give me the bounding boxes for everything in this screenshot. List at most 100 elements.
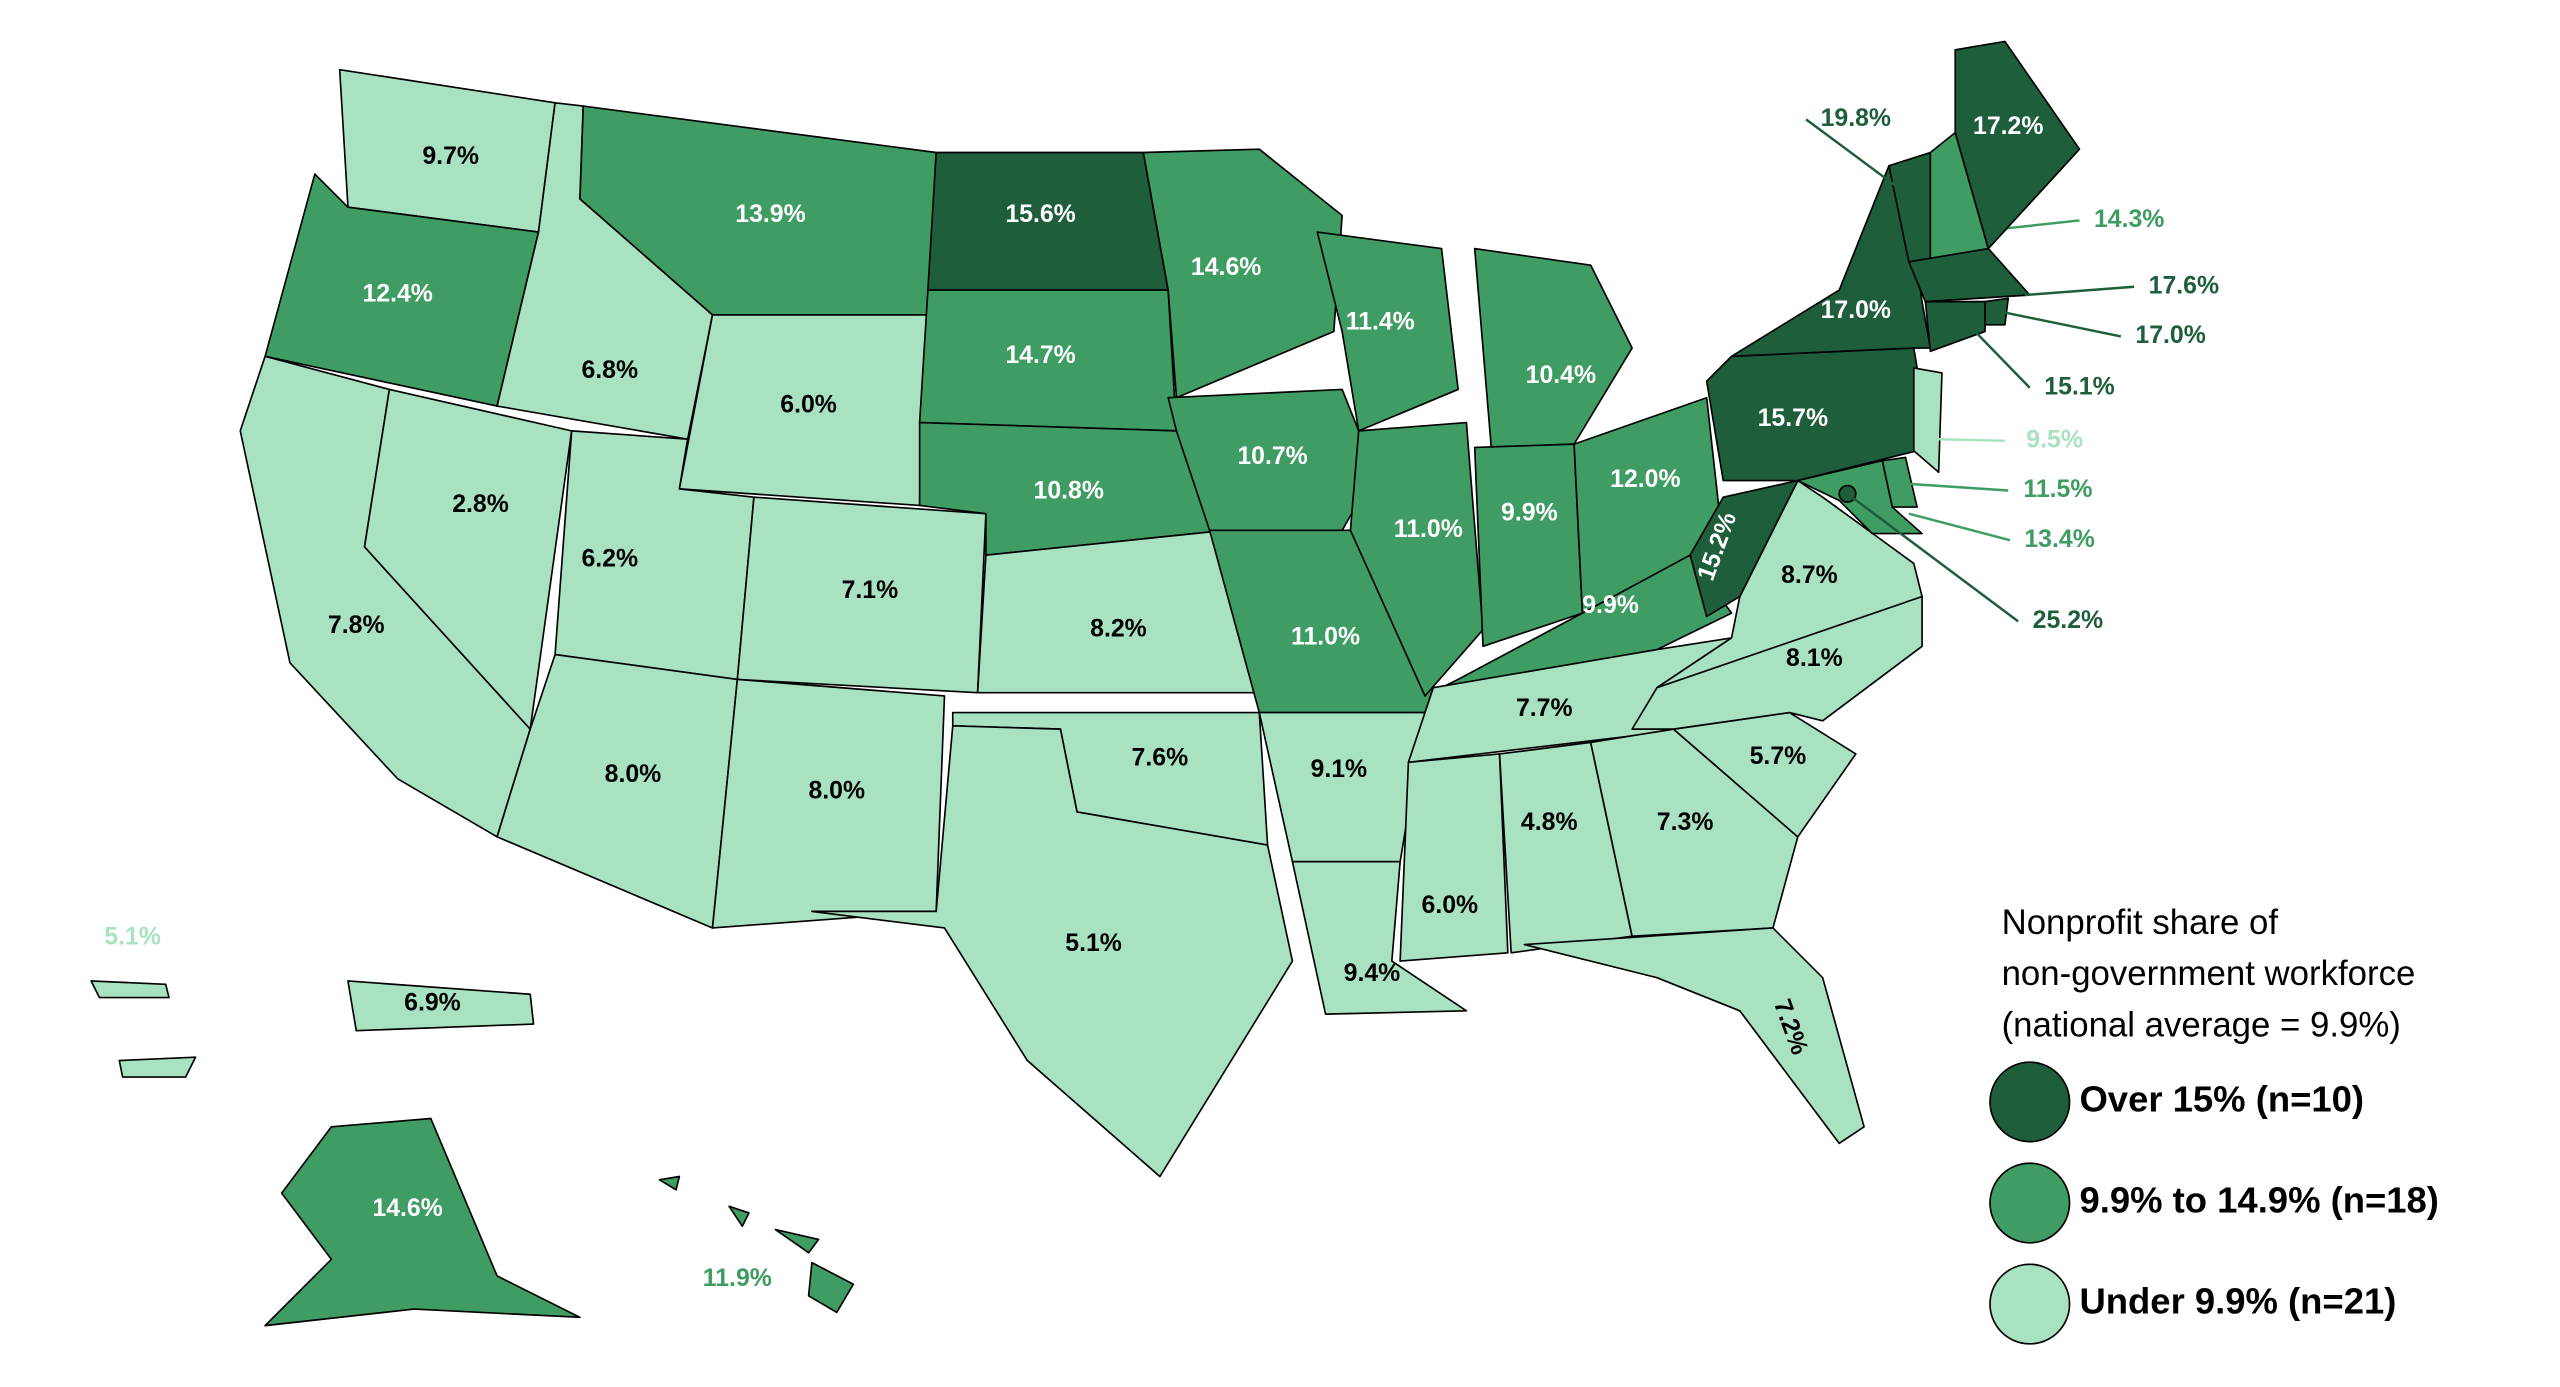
legend-swatch (1989, 1162, 2071, 1244)
state-label: 13.9% (735, 201, 805, 228)
state-label: 7.6% (1132, 745, 1189, 772)
state-label: 7.3% (1657, 809, 1714, 836)
state-label: 17.0% (2135, 322, 2205, 349)
legend-label: Under 9.9% (n=21) (2079, 1281, 2396, 1322)
state-label: 9.9% (1501, 499, 1558, 526)
state-label: 9.1% (1311, 756, 1368, 783)
callout-line (1999, 310, 2122, 338)
state-label: 2.8% (452, 491, 509, 518)
state-label: 8.2% (1090, 615, 1147, 642)
state-shape (496, 653, 739, 929)
legend-label: 9.9% to 14.9% (n=18) (2079, 1180, 2438, 1221)
state: 11.4% (1316, 231, 1459, 432)
state: 15.1% (1924, 300, 2115, 400)
state-label: 9.5% (2026, 426, 2083, 453)
callout-line (1935, 437, 2005, 443)
state-shape (1523, 927, 1865, 1145)
state-label: 15.6% (1005, 201, 1075, 228)
state: 8.0% (711, 678, 946, 929)
state-label: 6.9% (404, 990, 461, 1017)
state: 5.7% (1672, 711, 1857, 838)
state: 17.2% (1954, 40, 2081, 250)
state: 5.1% (90, 923, 197, 1078)
legend-label: Over 15% (n=10) (2079, 1079, 2364, 1120)
state-label: 9.9% (1582, 592, 1639, 619)
state: 12.4% (264, 173, 540, 407)
state-label: 14.6% (372, 1195, 442, 1222)
state-label: 12.0% (1610, 466, 1680, 493)
state: 6.9% (347, 980, 535, 1032)
state: 6.0% (678, 314, 929, 507)
state: 17.6% (1907, 247, 2219, 303)
state-shape (811, 724, 1294, 1178)
state-label: 8.0% (605, 761, 662, 788)
state-shape (264, 1117, 581, 1327)
state: 9.7% (338, 68, 556, 233)
state: 14.6% (264, 1117, 581, 1327)
state-shape (1473, 247, 1633, 449)
legend-title: Nonprofit share of (2002, 904, 2279, 942)
state-shape (1399, 753, 1509, 962)
state: 11.0% (1208, 529, 1443, 714)
state-shape (1349, 421, 1484, 697)
state: 8.7% (1656, 479, 1923, 689)
state-label: 14.3% (2094, 206, 2164, 233)
callout-line (1846, 492, 2019, 623)
state: 15.7% (1705, 347, 1932, 482)
state-label: 5.1% (104, 923, 161, 950)
state-shape (1656, 479, 1923, 689)
state-label: 6.8% (581, 357, 638, 384)
state-label: 25.2% (2033, 607, 2103, 634)
state-label: 17.6% (2149, 272, 2219, 299)
state-label: 7.7% (1516, 695, 1573, 722)
state: 15.6% (927, 151, 1169, 291)
state-label: 9.7% (422, 143, 479, 170)
state-shape (1924, 300, 1986, 353)
state-label: 19.8% (1821, 105, 1891, 132)
state-label: 17.2% (1973, 113, 2043, 140)
state-label: 13.4% (2024, 526, 2094, 553)
state: 11.9% (658, 1175, 855, 1314)
state-label: 10.7% (1237, 443, 1307, 470)
legend-title: (national average = 9.9%) (2002, 1007, 2401, 1045)
state-shape (807, 1261, 855, 1314)
legend-swatch (1989, 1061, 2071, 1143)
state-label: 9.4% (1344, 960, 1401, 987)
state-shape (1589, 728, 1799, 938)
state: 13.4% (1796, 459, 2095, 553)
state: 25.2% (1838, 484, 2103, 634)
state: 7.7% (1407, 637, 1733, 764)
state-label: 14.6% (1191, 254, 1261, 281)
state-shape (1291, 860, 1468, 1015)
state-label: 17.0% (1821, 297, 1891, 324)
state: 14.3% (1929, 131, 2164, 263)
state: 10.7% (1167, 388, 1377, 532)
state: 7.3% (1589, 728, 1799, 938)
state-label: 15.7% (1758, 405, 1828, 432)
state-label: 5.1% (1065, 930, 1122, 957)
state-shape (1142, 148, 1343, 399)
callout-line (1805, 118, 1910, 197)
state: 8.0% (496, 653, 739, 929)
state: 9.1% (1258, 711, 1426, 863)
state-label: 4.8% (1521, 809, 1578, 836)
state-label: 11.9% (703, 1265, 772, 1292)
state-shape (1689, 479, 1799, 618)
state-label: 12.4% (362, 281, 432, 308)
state: 14.7% (918, 289, 1178, 432)
callout-line (1908, 482, 2009, 492)
state: 8.2% (976, 529, 1261, 694)
state: 11.0% (1349, 421, 1484, 697)
state-shape (1912, 367, 1943, 474)
state-shape (774, 1228, 820, 1254)
state: 2.8% (363, 388, 573, 730)
state-shape (1258, 711, 1426, 863)
state-label: 7.8% (328, 612, 385, 639)
state-label: 15.1% (2044, 373, 2114, 400)
state-label: 10.8% (1034, 478, 1104, 505)
callout-line (1970, 327, 2031, 389)
state-label: 14.7% (1005, 342, 1075, 369)
state-label: 7.1% (842, 577, 899, 604)
